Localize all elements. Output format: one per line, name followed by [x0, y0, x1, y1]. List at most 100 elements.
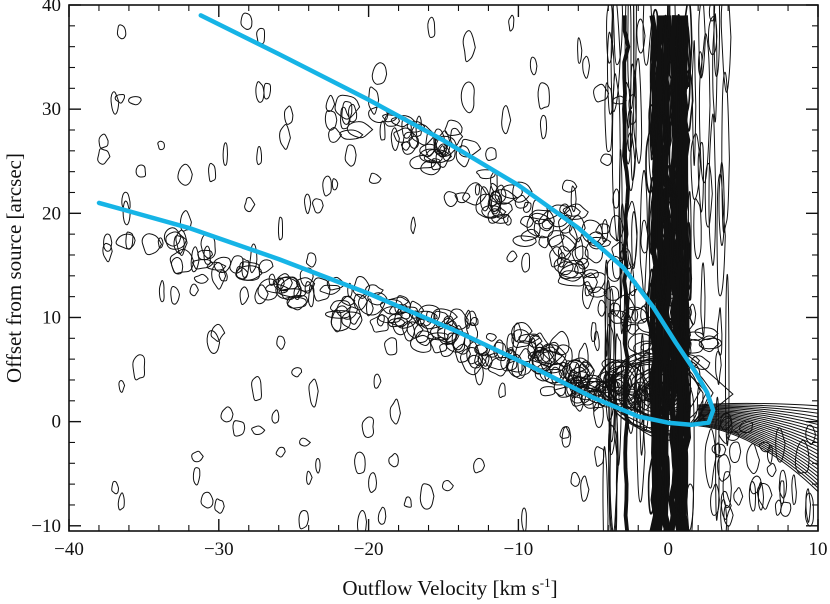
tail-contour — [698, 418, 818, 463]
lobe-contour — [276, 273, 293, 292]
lobe-contour — [491, 202, 513, 219]
band-contour — [612, 5, 624, 66]
lobe-contour — [369, 314, 389, 333]
noise-contour — [189, 283, 199, 297]
lobe-contour — [464, 309, 472, 329]
noise-contour — [331, 178, 339, 191]
tail-contour — [720, 490, 732, 520]
lobe-contour — [325, 310, 351, 319]
noise-contour — [529, 56, 538, 76]
lobe-contour — [466, 341, 480, 365]
noise-contour — [578, 257, 590, 270]
tail-contour — [748, 481, 757, 512]
lobe-contour — [102, 242, 113, 263]
lobe-contour — [393, 127, 414, 143]
lobe-contour — [538, 235, 550, 249]
noise-contour — [239, 286, 250, 306]
lobe-contour — [522, 201, 532, 213]
lobe-contour — [392, 317, 409, 336]
core-contour — [659, 245, 668, 299]
noise-contour — [251, 376, 262, 402]
noise-contour — [474, 184, 481, 196]
lobe-contour — [346, 121, 374, 139]
noise-contour — [283, 105, 294, 125]
lobe-contour — [626, 323, 640, 335]
noise-contour — [256, 145, 263, 166]
lobe-contour — [553, 257, 574, 276]
noise-contour — [612, 188, 620, 209]
noise-contour — [305, 252, 317, 268]
band-contour — [640, 383, 649, 432]
tail-contour — [698, 425, 818, 493]
lobe-contour — [170, 256, 184, 275]
band-contour — [689, 303, 697, 326]
band-contour — [627, 5, 635, 110]
lobe-contour — [280, 276, 302, 301]
y-tick-label: −10 — [31, 516, 61, 537]
lobe-contour — [312, 277, 331, 302]
y-axis-label: Offset from source [arcsec] — [2, 153, 26, 383]
lobe-contour — [494, 184, 507, 203]
core-contour — [659, 405, 667, 478]
lobe-contour — [694, 327, 719, 341]
tail-contour — [723, 504, 734, 527]
lobe-contour — [211, 261, 227, 290]
tail-contour — [766, 444, 773, 464]
band-contour — [720, 499, 728, 531]
lobe-contour — [466, 322, 478, 342]
lobe-contour — [506, 353, 523, 378]
core-contour — [670, 375, 679, 477]
lobe-contour — [304, 281, 313, 294]
noise-contour — [419, 483, 435, 510]
tail-contour — [698, 415, 818, 452]
noise-contour — [347, 282, 353, 298]
band-contour — [604, 82, 613, 153]
lobe-contour — [341, 100, 353, 125]
core-contour — [648, 176, 656, 255]
band-contour — [718, 161, 725, 246]
lobe-contour — [554, 344, 573, 368]
core-contour — [681, 164, 689, 214]
noise-contour — [609, 215, 624, 242]
lobe-contour — [462, 182, 488, 206]
noise-contour — [443, 191, 459, 208]
core-contour — [657, 113, 667, 140]
x-tick-label: 0 — [663, 539, 673, 560]
noise-contour — [368, 472, 378, 493]
tail-contour — [778, 469, 788, 499]
band-contour — [704, 162, 713, 228]
tail-contour — [717, 454, 731, 482]
lobe-contour — [257, 278, 279, 301]
noise-contour — [132, 354, 146, 381]
noise-contour — [410, 216, 417, 235]
lobe-contour — [563, 203, 589, 220]
lobe-contour — [413, 322, 430, 344]
noise-contour — [344, 144, 357, 167]
noise-contour — [268, 273, 276, 286]
band-contour — [716, 307, 723, 356]
noise-contour — [125, 231, 134, 250]
noise-contour — [501, 105, 512, 135]
lobe-contour — [511, 322, 533, 343]
contour-map — [97, 5, 818, 531]
noise-contour — [354, 451, 366, 475]
lobe-contour — [235, 265, 249, 280]
noise-contour — [315, 457, 321, 474]
noise-contour — [379, 120, 386, 141]
lobe-contour — [511, 329, 532, 349]
lobe-contour — [512, 235, 537, 247]
lobe-contour — [700, 335, 720, 353]
lobe-contour — [572, 371, 592, 388]
noise-contour — [570, 471, 581, 487]
band-contour — [642, 5, 653, 66]
lobe-contour — [601, 219, 609, 243]
tail-contour — [779, 480, 785, 504]
noise-contour — [208, 162, 217, 183]
noise-contour — [377, 506, 387, 525]
y-tick-label: 0 — [52, 412, 62, 433]
tail-contour — [698, 423, 818, 485]
noise-contour — [371, 62, 388, 85]
core-contour — [683, 5, 693, 88]
noise-contour — [508, 14, 515, 32]
band-contour — [720, 5, 732, 93]
